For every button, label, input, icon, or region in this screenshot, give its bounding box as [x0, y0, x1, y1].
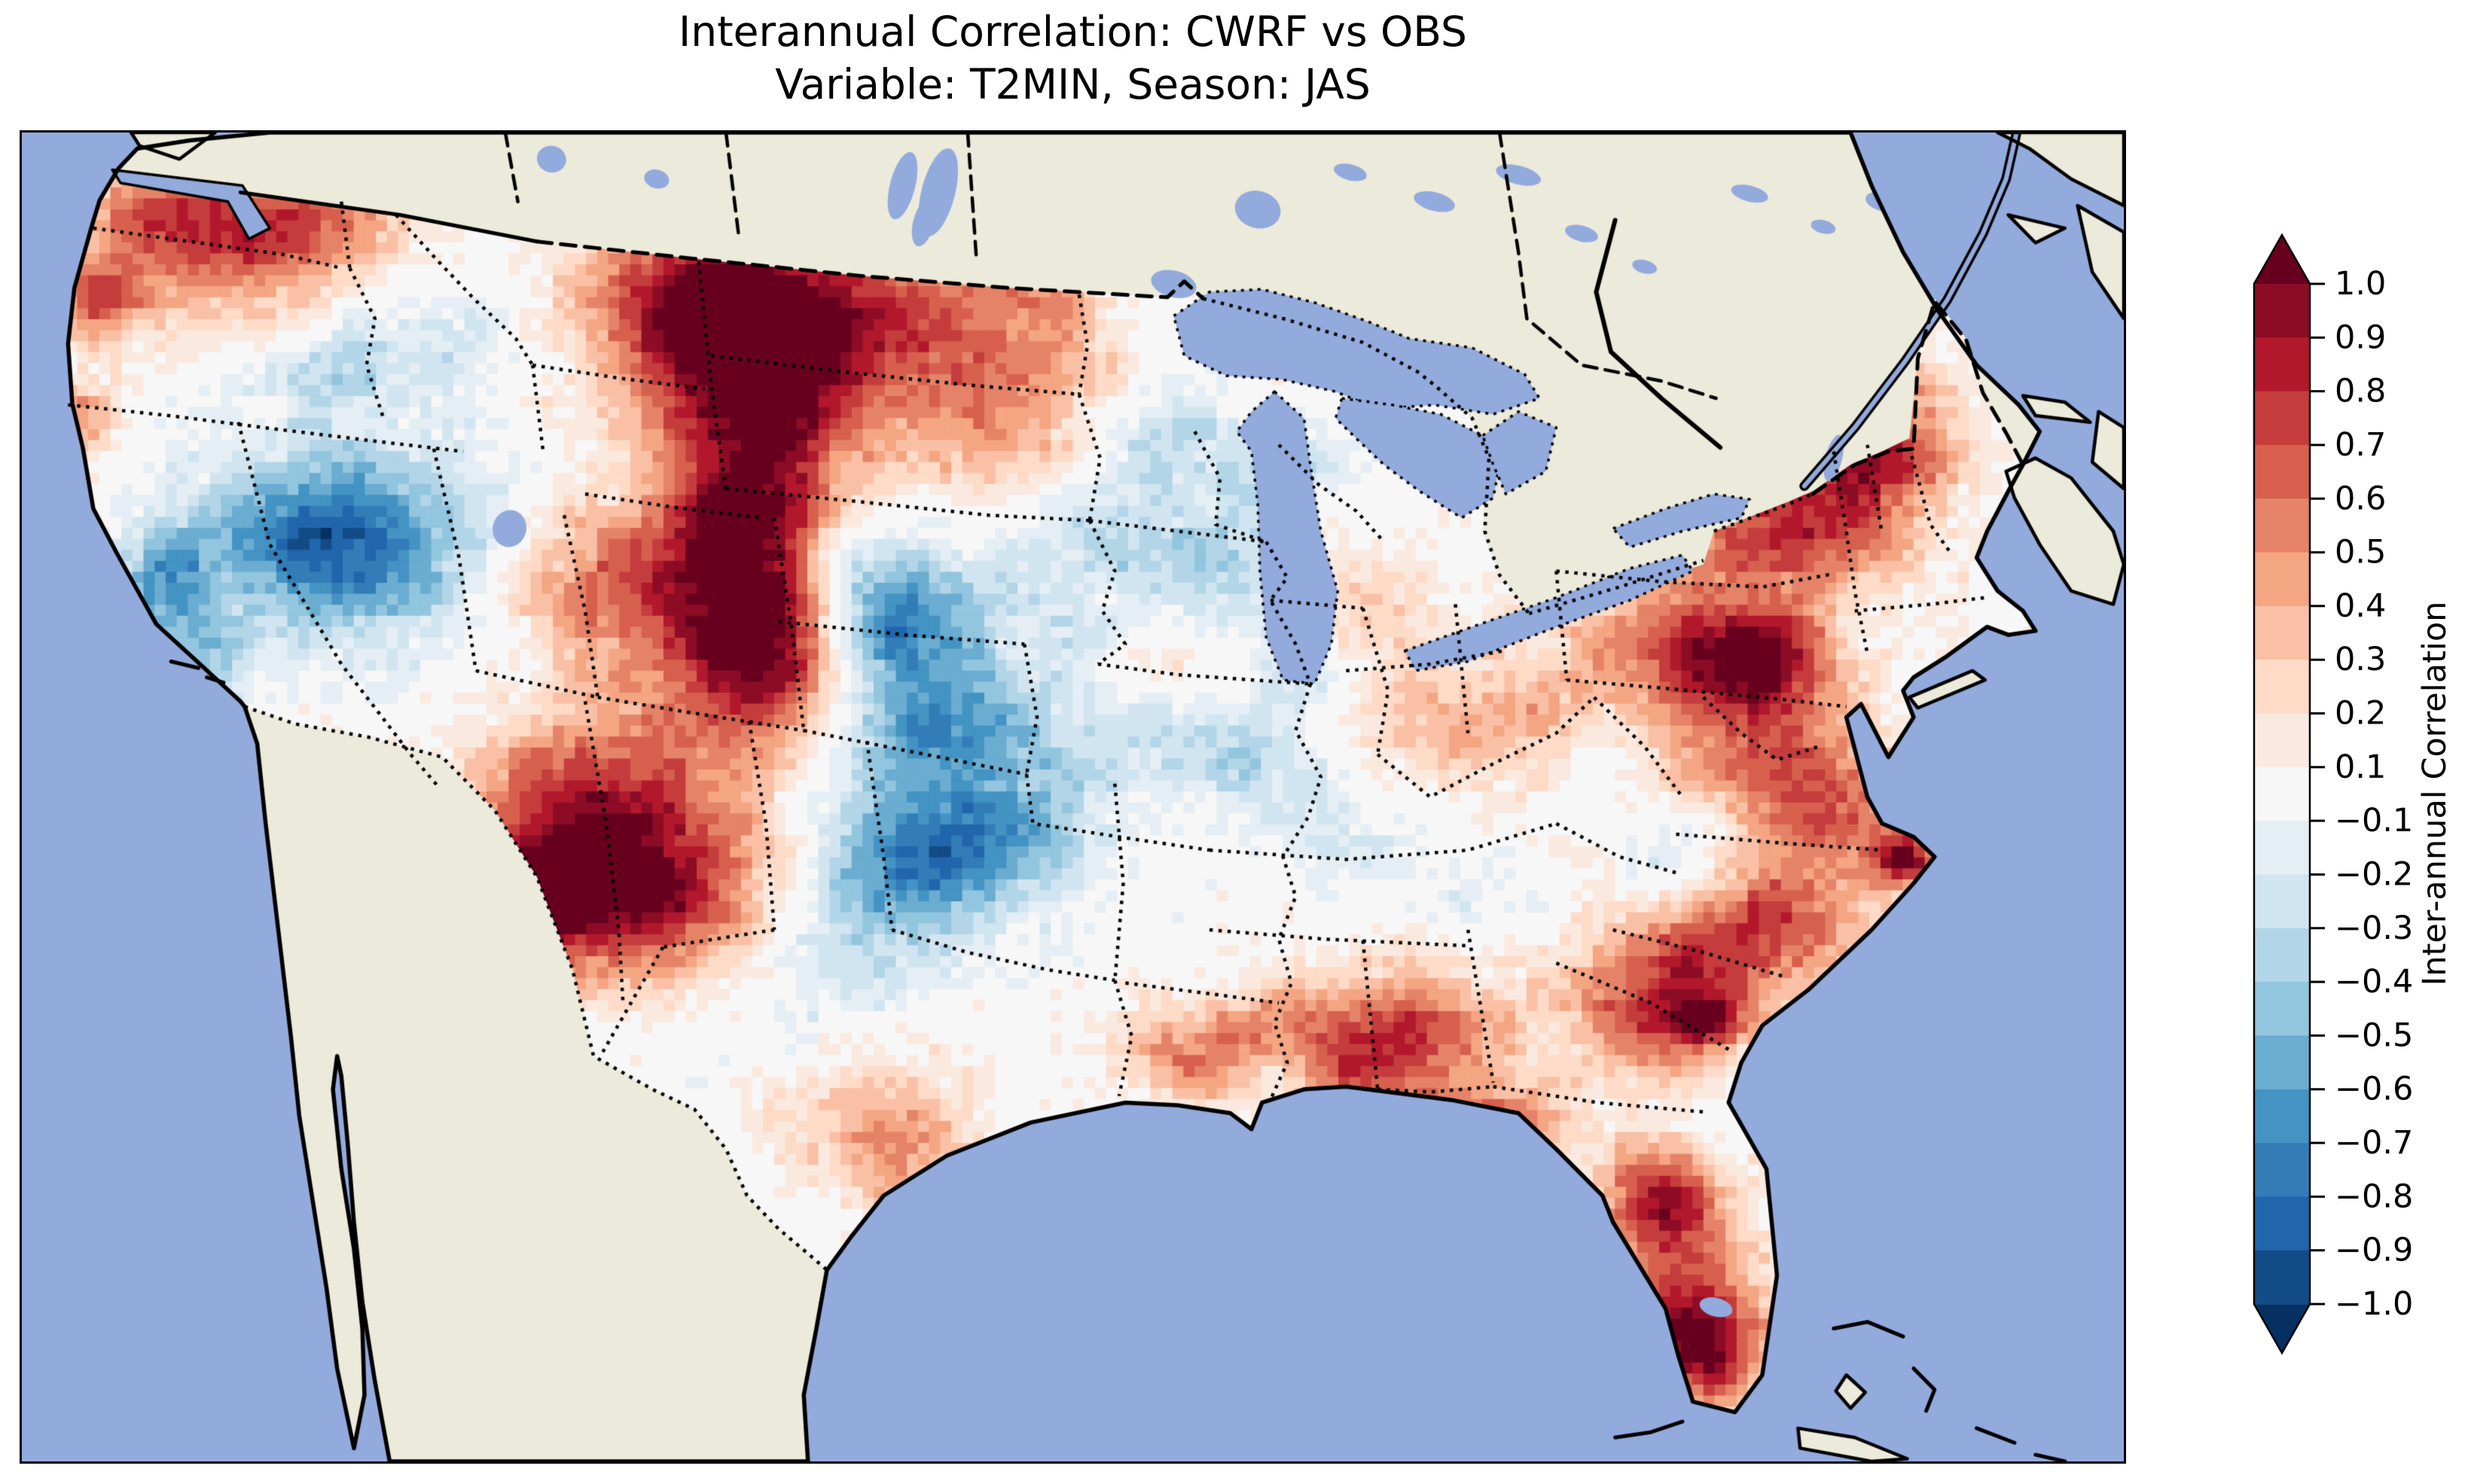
colorbar-band — [2254, 1250, 2310, 1305]
colorbar-under-arrow — [2254, 1304, 2310, 1353]
colorbar-tick-label: 0.7 — [2335, 426, 2386, 464]
colorbar-band — [2254, 337, 2310, 392]
colorbar-band — [2254, 874, 2310, 929]
colorbar-band — [2254, 766, 2310, 821]
colorbar-svg: 1.0 0.9 0.8 0.7 0.6 0.5 0.4 0.3 0.2 0.1 −0.1 −0.2 −0… — [2253, 233, 2413, 1355]
colorbar-band — [2254, 1143, 2310, 1198]
colorbar: 1.0 0.9 0.8 0.7 0.6 0.5 0.4 0.3 0.2 0.1 −0.1 −0.2 −0… — [2222, 218, 2474, 1370]
colorbar-tick-label: −0.4 — [2335, 963, 2413, 1001]
colorbar-band — [2254, 552, 2310, 607]
colorbar-tick-label: 0.3 — [2335, 641, 2386, 678]
colorbar-tick-label: −0.1 — [2335, 802, 2413, 840]
colorbar-band — [2254, 605, 2310, 661]
colorbar-tick-label: 0.4 — [2335, 587, 2386, 625]
colorbar-over-arrow — [2254, 235, 2310, 284]
colorbar-axis-label: Inter-annual Correlation — [2416, 601, 2454, 986]
colorbar-tick-label: −0.3 — [2335, 910, 2413, 947]
colorbar-tick-label: −0.5 — [2335, 1016, 2413, 1054]
colorbar-tick-label: 0.9 — [2335, 318, 2386, 356]
colorbar-tick-label: 0.6 — [2335, 480, 2386, 517]
colorbar-band — [2254, 821, 2310, 876]
colorbar-tick-label: −1.0 — [2335, 1285, 2413, 1323]
map-canvas — [22, 133, 2124, 1461]
figure-title: Interannual Correlation: CWRF vs OBS Var… — [22, 6, 2124, 111]
colorbar-band — [2254, 982, 2310, 1037]
colorbar-tick-label: −0.8 — [2335, 1178, 2413, 1215]
map-axes — [20, 130, 2126, 1464]
colorbar-band — [2254, 713, 2310, 768]
colorbar-tick-label: −0.2 — [2335, 855, 2413, 893]
title-line-2: Variable: T2MIN, Season: JAS — [775, 59, 1371, 108]
colorbar-band — [2254, 1196, 2310, 1251]
title-line-1: Interannual Correlation: CWRF vs OBS — [679, 8, 1467, 56]
colorbar-band — [2254, 391, 2310, 446]
colorbar-band — [2254, 1089, 2310, 1144]
colorbar-band — [2254, 444, 2310, 500]
colorbar-band — [2254, 498, 2310, 553]
colorbar-tick-label: 0.5 — [2335, 534, 2386, 571]
colorbar-tick-label: −0.9 — [2335, 1232, 2413, 1269]
colorbar-tick-label: −0.6 — [2335, 1071, 2413, 1108]
colorbar-band — [2254, 660, 2310, 715]
colorbar-tick-label: 0.2 — [2335, 695, 2386, 733]
colorbar-band — [2254, 1035, 2310, 1090]
colorbar-tick-label: −0.7 — [2335, 1124, 2413, 1162]
colorbar-tick-label: 0.1 — [2335, 748, 2386, 786]
colorbar-band — [2254, 928, 2310, 983]
colorbar-band — [2254, 284, 2310, 339]
colorbar-tick-label: 1.0 — [2335, 265, 2386, 303]
colorbar-tick-label: 0.8 — [2335, 373, 2386, 410]
